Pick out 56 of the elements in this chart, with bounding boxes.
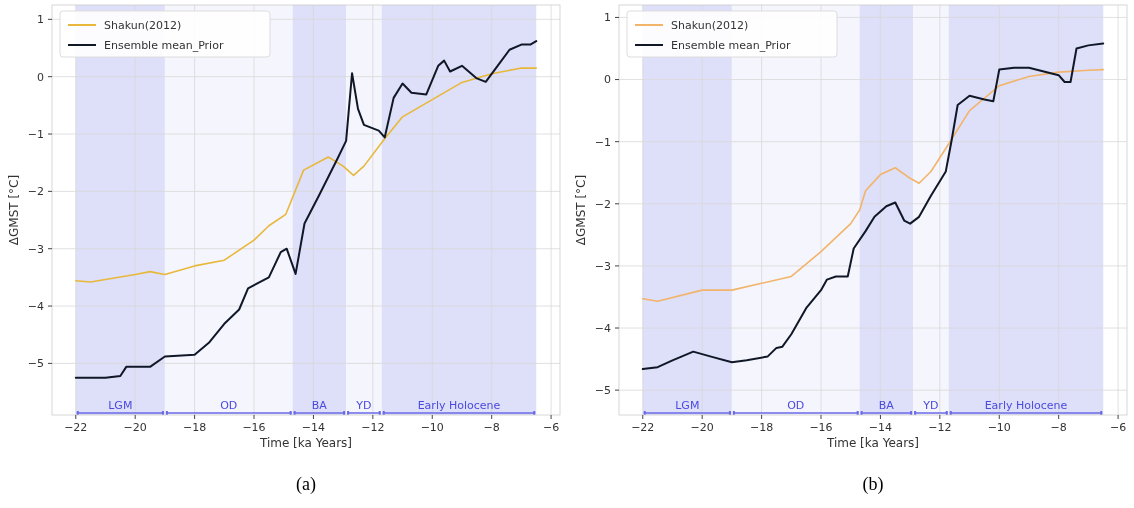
x-tick-label: −14 [301,421,326,434]
y-tick-label: −4 [594,321,611,335]
x-tick-label: −20 [123,421,147,434]
x-tick-label: −22 [64,421,88,434]
y-tick-label: −2 [594,197,611,211]
x-tick-label: −12 [928,421,952,434]
band-label: Early Holocene [417,399,501,412]
band-label: LGM [675,399,700,412]
y-tick-label: −5 [594,384,611,397]
line-series [74,67,538,283]
band-label: YD [355,399,372,412]
y-axis-title: ΔGMST [°C] [7,174,21,246]
line-series [641,42,1105,371]
x-tick-label: −10 [987,421,1011,434]
y-tick-label: −1 [27,127,44,141]
y-tick-label: 1 [37,13,44,27]
x-tick-label: −18 [182,421,207,434]
band-label: BA [878,399,895,412]
y-tick-label: 1 [604,11,611,25]
x-tick-label: −14 [868,421,893,434]
x-tick-label: −6 [542,421,560,434]
band-label: LGM [108,399,133,412]
y-axis-title: ΔGMST [°C] [574,174,588,246]
line-series [641,68,1105,303]
legend-label: Shakun(2012) [104,18,182,32]
x-tick-label: −18 [749,421,774,434]
y-tick-label: −1 [594,135,611,149]
y-tick-label: 0 [37,70,44,84]
x-tick-label: −16 [809,421,833,434]
legend-label: Ensemble mean_Prior [671,38,791,52]
x-axis-title: Time [ka Years] [258,436,353,450]
y-tick-label: −3 [594,259,611,273]
band-label: BA [311,399,328,412]
x-tick-label: −12 [361,421,385,434]
y-tick-label: −2 [27,185,44,199]
band-label: OD [787,399,805,412]
band-label: OD [220,399,238,412]
x-tick-label: −22 [631,421,655,434]
text: (a) [296,474,316,495]
band-label: YD [922,399,939,412]
x-tick-label: −8 [483,421,500,434]
y-tick-label: −3 [27,242,44,256]
y-tick-label: 0 [604,73,611,87]
band-label: Early Holocene [984,399,1068,412]
x-tick-label: −16 [242,421,266,434]
y-tick-label: −5 [27,357,44,371]
text: (b) [862,474,884,495]
y-tick-label: −4 [27,299,44,313]
line-series [74,40,538,379]
x-tick-label: −10 [420,421,444,434]
legend-label: Shakun(2012) [671,18,749,32]
x-axis-title: Time [ka Years] [825,436,920,450]
x-tick-label: −6 [1109,421,1127,434]
x-tick-label: −20 [690,421,714,434]
x-tick-label: −8 [1050,421,1067,434]
legend-label: Ensemble mean_Prior [104,38,224,52]
